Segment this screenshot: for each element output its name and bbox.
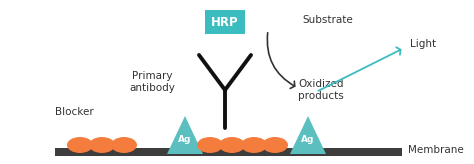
Text: Ag: Ag [178, 135, 191, 144]
Ellipse shape [262, 137, 288, 153]
Text: HRP: HRP [211, 16, 239, 29]
Ellipse shape [219, 137, 245, 153]
Polygon shape [167, 116, 203, 154]
Text: Light: Light [410, 39, 436, 49]
Text: Primary
antibody: Primary antibody [129, 71, 175, 93]
Bar [55, 148, 402, 156]
Ellipse shape [67, 137, 93, 153]
Polygon shape [290, 116, 326, 154]
Text: Ag: Ag [301, 135, 315, 144]
FancyBboxPatch shape [205, 10, 245, 34]
Text: Membrane: Membrane [408, 145, 464, 155]
Ellipse shape [197, 137, 223, 153]
Text: Oxidized
products: Oxidized products [298, 79, 344, 101]
Text: Blocker: Blocker [55, 107, 94, 117]
Ellipse shape [89, 137, 115, 153]
Ellipse shape [111, 137, 137, 153]
Text: Substrate: Substrate [302, 15, 353, 25]
Ellipse shape [241, 137, 267, 153]
